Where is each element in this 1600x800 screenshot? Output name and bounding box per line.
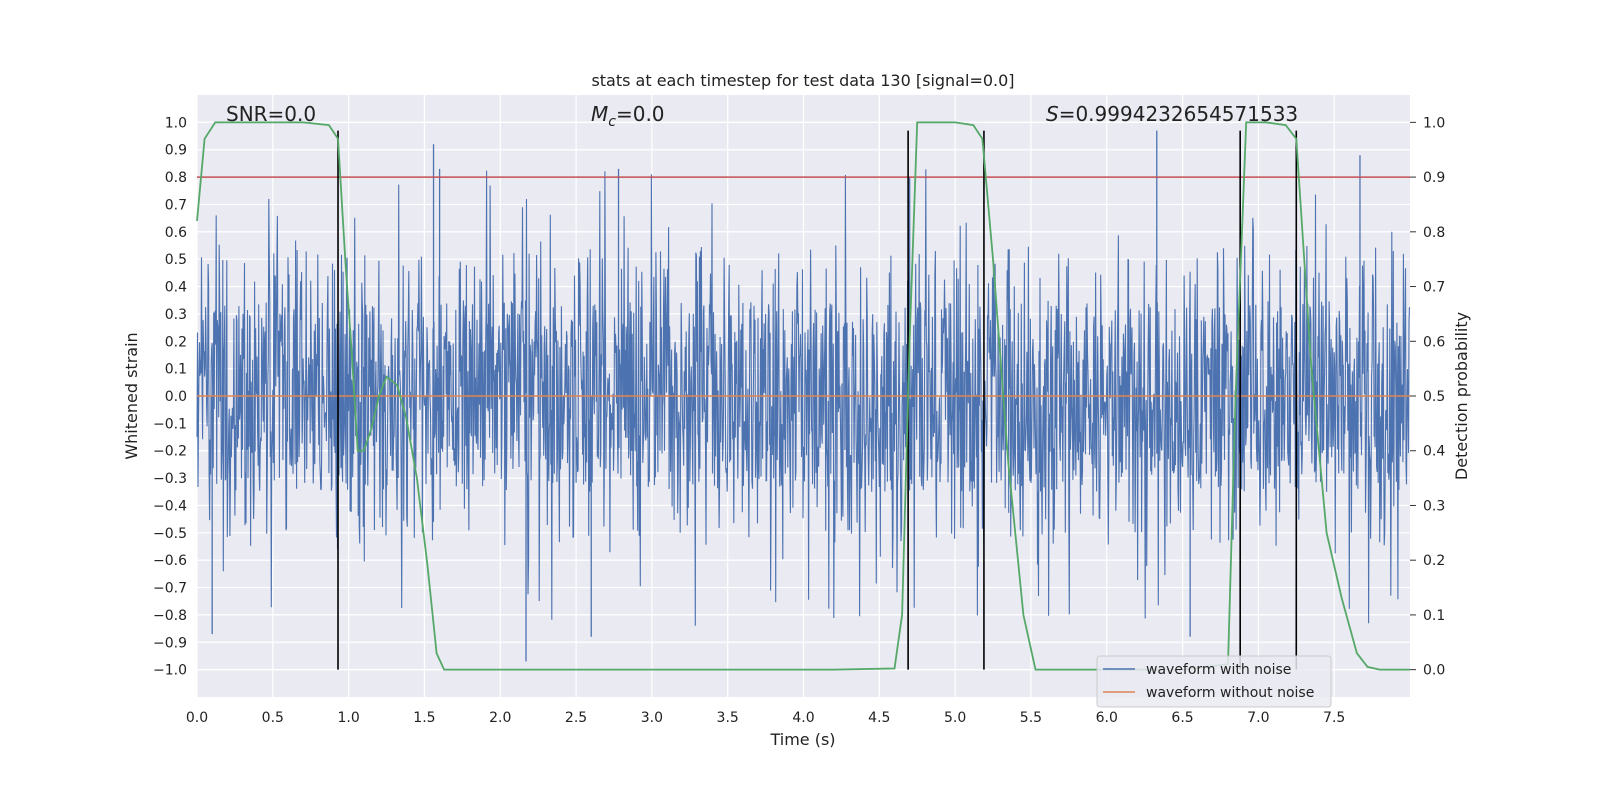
y-tick-label: −0.3	[153, 471, 187, 487]
series-layer	[196, 121, 1410, 671]
y-tick-label: −0.5	[153, 526, 187, 542]
y-tick-label: −1.0	[153, 663, 187, 679]
score-symbol: S	[1046, 102, 1059, 126]
score-annotation: S=0.9994232654571533	[1046, 102, 1298, 126]
y-tick-label: 0.3	[165, 307, 187, 323]
chirp-mass-value: =0.0	[616, 102, 665, 126]
x-tick-label: 3.5	[717, 710, 739, 726]
y-tick-label: −0.6	[153, 553, 187, 569]
y2-tick-label: 0.6	[1423, 334, 1445, 350]
x-tick-label: 0.5	[262, 710, 284, 726]
axes: 0.0 0.5 1.0 1.5 2.0 2.5 3.0 3.5 4.0 4.5 5.0 5.5 6.0 6…	[153, 115, 1445, 726]
y-tick-label: −0.8	[153, 608, 187, 624]
y-tick-label: 0.4	[165, 280, 187, 296]
y2-tick-label: 0.2	[1423, 553, 1445, 569]
y2-tick-label: 1.0	[1423, 115, 1445, 131]
y-tick-label: 0.6	[165, 225, 187, 241]
x-tick-label: 4.0	[792, 710, 814, 726]
chart-title: stats at each timestep for test data 130…	[591, 71, 1014, 90]
y2-tick-label: 0.5	[1423, 389, 1445, 405]
x-tick-label: 5.0	[944, 710, 966, 726]
chirp-mass-annotation: Mc=0.0	[591, 102, 665, 130]
y-tick-label: −0.4	[153, 498, 187, 514]
y2-tick-label: 0.4	[1423, 444, 1445, 460]
x-tick-label: 1.5	[413, 710, 435, 726]
y2-tick-label: 0.0	[1423, 663, 1445, 679]
y-tick-label: −0.9	[153, 635, 187, 651]
legend: waveform with noise waveform without noi…	[1096, 655, 1332, 708]
y2-axis-label: Detection probability	[1452, 312, 1471, 480]
x-axis-label: Time (s)	[769, 730, 835, 749]
legend-entry-clean: waveform without noise	[1146, 685, 1314, 701]
x-tick-label: 7.5	[1323, 710, 1345, 726]
x-tick-label: 6.0	[1096, 710, 1118, 726]
y-tick-label: 1.0	[165, 115, 187, 131]
x-tick-label: 2.0	[489, 710, 511, 726]
y-tick-label: −0.7	[153, 581, 187, 597]
y-tick-label: 0.7	[165, 197, 187, 213]
noise-waveform-line	[196, 169, 1411, 626]
chirp-mass-symbol: M	[591, 102, 608, 126]
x-tick-label: 3.0	[641, 710, 663, 726]
x-tick-label: 4.5	[868, 710, 890, 726]
legend-box	[1096, 655, 1332, 708]
detection-probability-line	[196, 121, 1410, 671]
y-tick-label: 0.2	[165, 334, 187, 350]
x-tick-label: 7.0	[1247, 710, 1269, 726]
y-tick-label: 0.8	[165, 170, 187, 186]
y-tick-label: 0.1	[165, 362, 187, 378]
y2-tick-label: 0.7	[1423, 280, 1445, 296]
snr-annotation: SNR=0.0	[226, 102, 316, 126]
y2-tick-label: 0.8	[1423, 225, 1445, 241]
y-axis-label: Whitened strain	[122, 332, 141, 459]
x-tick-label: 0.0	[186, 710, 208, 726]
y2-tick-label: 0.9	[1423, 170, 1445, 186]
y2-tick-label: 0.1	[1423, 608, 1445, 624]
y-tick-label: 0.5	[165, 252, 187, 268]
y-tick-label: −0.1	[153, 416, 187, 432]
x-tick-label: 5.5	[1020, 710, 1042, 726]
noise-waveform-series	[196, 130, 1411, 662]
y-tick-label: 0.0	[165, 389, 187, 405]
y-tick-label: −0.2	[153, 444, 187, 460]
legend-entry-noise: waveform with noise	[1146, 662, 1291, 678]
score-value: =0.9994232654571533	[1059, 102, 1298, 126]
x-tick-label: 6.5	[1171, 710, 1193, 726]
chirp-mass-subscript: c	[608, 114, 616, 130]
y-tick-label: 0.9	[165, 143, 187, 159]
x-tick-label: 1.0	[337, 710, 359, 726]
x-tick-label: 2.5	[565, 710, 587, 726]
y2-tick-label: 0.3	[1423, 498, 1445, 514]
